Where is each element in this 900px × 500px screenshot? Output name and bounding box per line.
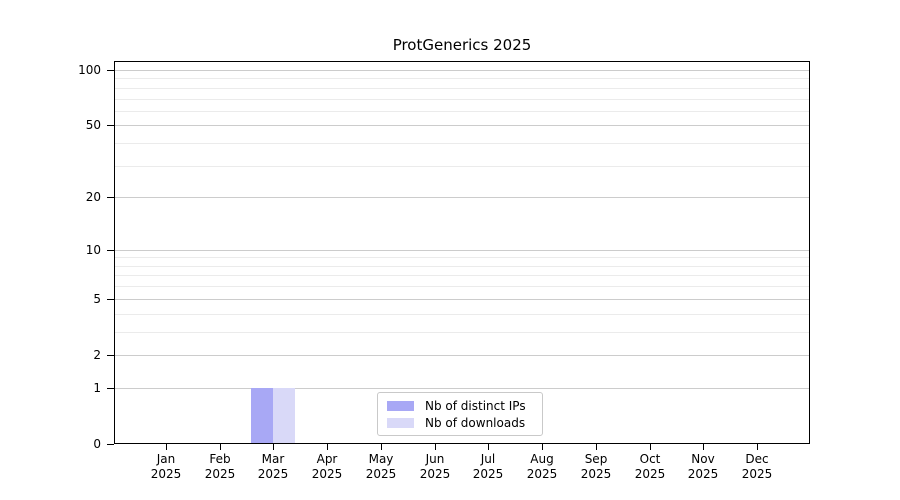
x-tick-label-year: 2025 xyxy=(257,467,289,481)
y-tick-label: 0 xyxy=(93,437,101,451)
y-tick-mark xyxy=(107,70,114,71)
x-tick-label-month: Jul xyxy=(480,452,496,466)
x-tick-mark xyxy=(327,444,328,450)
legend-swatch-distinct-ips xyxy=(387,400,414,411)
gridline-minor xyxy=(115,99,809,100)
x-tick-label-year: 2025 xyxy=(526,467,558,481)
x-tick-label: Jan 2025 xyxy=(136,452,196,482)
legend-entry: Nb of distinct IPs xyxy=(387,397,542,414)
y-tick-label: 50 xyxy=(85,118,101,132)
y-tick-label: 20 xyxy=(85,190,101,204)
x-tick-mark xyxy=(596,444,597,450)
x-tick-label-year: 2025 xyxy=(150,467,182,481)
legend: Nb of distinct IPs Nb of downloads xyxy=(377,392,543,436)
x-tick-label-month: Mar xyxy=(261,452,285,466)
y-tick-mark xyxy=(107,197,114,198)
legend-swatch-downloads xyxy=(387,417,414,428)
x-tick-label-month: Oct xyxy=(639,452,661,466)
x-tick-label: Oct 2025 xyxy=(620,452,680,482)
x-tick-label: Apr 2025 xyxy=(297,452,357,482)
y-tick-mark xyxy=(107,355,114,356)
gridline-minor xyxy=(115,88,809,89)
y-tick-mark xyxy=(107,250,114,251)
x-tick-label: Jun 2025 xyxy=(405,452,465,482)
gridline-minor xyxy=(115,111,809,112)
x-tick-label-month: Jun xyxy=(425,452,445,466)
gridline-minor xyxy=(115,143,809,144)
x-tick-label-month: Feb xyxy=(209,452,231,466)
x-tick-label: Jul 2025 xyxy=(458,452,518,482)
y-tick-label: 1 xyxy=(93,381,101,395)
gridline-major xyxy=(115,197,809,198)
x-tick-label-month: May xyxy=(368,452,394,466)
x-tick-label-month: Dec xyxy=(745,452,769,466)
gridline-major xyxy=(115,125,809,126)
x-tick-label-month: Nov xyxy=(691,452,715,466)
x-tick-mark xyxy=(488,444,489,450)
y-tick-label: 100 xyxy=(78,63,101,77)
plot-area xyxy=(114,61,810,444)
y-tick-label: 5 xyxy=(93,292,101,306)
gridline-major xyxy=(115,250,809,251)
gridline-minor xyxy=(115,332,809,333)
x-tick-label: Feb 2025 xyxy=(190,452,250,482)
x-tick-label: Dec 2025 xyxy=(727,452,787,482)
x-tick-label: May 2025 xyxy=(351,452,411,482)
y-tick-label: 10 xyxy=(85,243,101,257)
x-tick-label: Sep 2025 xyxy=(566,452,626,482)
x-tick-mark xyxy=(273,444,274,450)
x-tick-label-year: 2025 xyxy=(741,467,773,481)
x-tick-label-month: Sep xyxy=(584,452,608,466)
x-tick-mark xyxy=(220,444,221,450)
x-tick-label: Nov 2025 xyxy=(673,452,733,482)
gridline-major xyxy=(115,299,809,300)
x-tick-label-year: 2025 xyxy=(365,467,397,481)
x-tick-label-year: 2025 xyxy=(419,467,451,481)
x-tick-mark xyxy=(542,444,543,450)
y-tick-label: 2 xyxy=(93,348,101,362)
x-tick-label-year: 2025 xyxy=(472,467,504,481)
x-tick-label-month: Jan xyxy=(156,452,176,466)
x-tick-mark xyxy=(166,444,167,450)
x-tick-mark xyxy=(381,444,382,450)
bar-mar-distinct-ips xyxy=(251,388,273,443)
y-tick-mark xyxy=(107,444,114,445)
legend-label: Nb of distinct IPs xyxy=(425,398,526,413)
chart-title: ProtGenerics 2025 xyxy=(392,36,532,54)
gridline-minor xyxy=(115,257,809,258)
x-tick-label-year: 2025 xyxy=(687,467,719,481)
gridline-minor xyxy=(115,286,809,287)
gridline-minor xyxy=(115,78,809,79)
y-tick-mark xyxy=(107,388,114,389)
x-tick-label-year: 2025 xyxy=(634,467,666,481)
x-tick-label-year: 2025 xyxy=(204,467,236,481)
x-tick-label: Aug 2025 xyxy=(512,452,572,482)
gridline-major xyxy=(115,70,809,71)
x-tick-label-month: Aug xyxy=(530,452,554,466)
bar-mar-downloads xyxy=(273,388,295,443)
x-tick-mark xyxy=(703,444,704,450)
x-tick-label-month: Apr xyxy=(316,452,338,466)
gridline-major xyxy=(115,388,809,389)
gridline-minor xyxy=(115,166,809,167)
x-tick-mark xyxy=(757,444,758,450)
x-tick-mark xyxy=(650,444,651,450)
x-tick-label-year: 2025 xyxy=(580,467,612,481)
x-tick-mark xyxy=(435,444,436,450)
x-tick-label: Mar 2025 xyxy=(243,452,303,482)
gridline-minor xyxy=(115,314,809,315)
y-tick-mark xyxy=(107,299,114,300)
gridline-minor xyxy=(115,266,809,267)
legend-label: Nb of downloads xyxy=(425,415,526,430)
gridline-minor xyxy=(115,275,809,276)
legend-entry: Nb of downloads xyxy=(387,414,542,431)
y-tick-mark xyxy=(107,125,114,126)
gridline-major xyxy=(115,355,809,356)
x-tick-label-year: 2025 xyxy=(311,467,343,481)
